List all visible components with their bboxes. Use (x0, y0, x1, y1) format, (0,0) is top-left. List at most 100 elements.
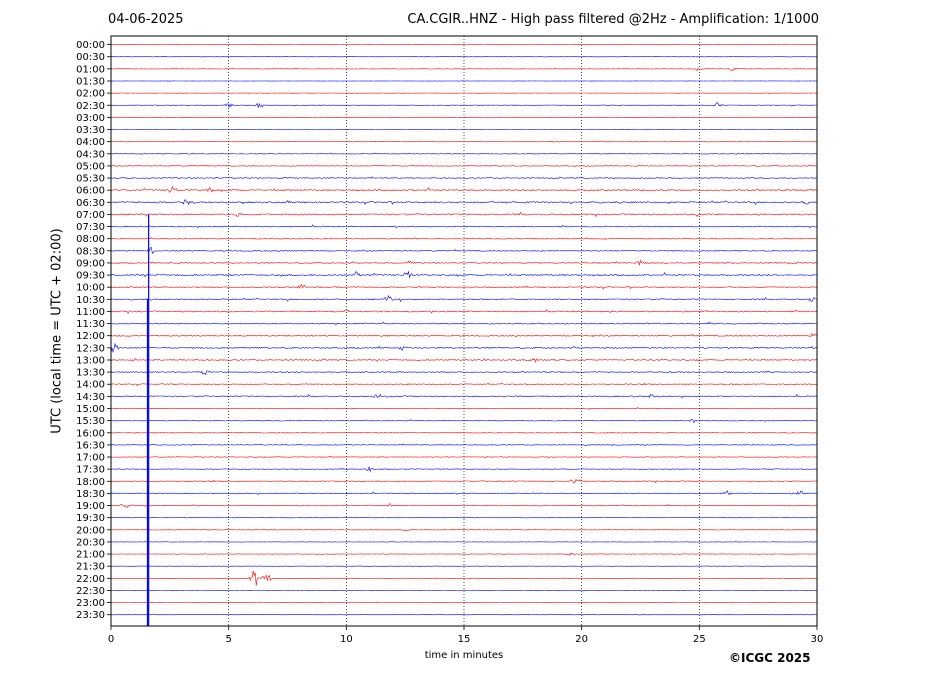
copyright-notice: ©ICGC 2025 (729, 651, 811, 665)
seismic-trace (110, 259, 818, 266)
seismic-trace (110, 455, 818, 459)
seismic-trace (110, 407, 818, 410)
seismic-trace (110, 321, 817, 326)
seismic-trace (110, 342, 818, 354)
x-tick-label: 15 (458, 634, 471, 645)
seismic-trace (110, 570, 817, 586)
x-tick-label: 25 (693, 634, 706, 645)
y-tick-label: 15:00 (76, 404, 105, 415)
y-tick-label: 03:00 (76, 113, 105, 124)
seismic-trace (110, 503, 818, 508)
y-tick-label: 02:30 (76, 101, 105, 112)
seismic-trace (110, 443, 817, 447)
chart-title: CA.CGIR..HNZ - High pass filtered @2Hz -… (407, 12, 819, 27)
seismic-trace (110, 370, 818, 376)
y-tick-label: 21:00 (76, 550, 105, 561)
seismic-trace (110, 102, 817, 109)
y-tick-label: 04:30 (76, 149, 105, 160)
x-tick-label: 10 (340, 634, 353, 645)
seismic-trace (111, 589, 818, 591)
y-tick-label: 09:30 (76, 271, 105, 282)
y-tick-label: 07:30 (76, 222, 105, 233)
seismic-trace (110, 466, 818, 473)
y-tick-label: 04:00 (76, 137, 105, 148)
x-axis-label: time in minutes (424, 650, 504, 661)
y-tick-label: 11:00 (76, 307, 105, 318)
x-tick-label: 30 (811, 634, 824, 645)
seismic-trace (110, 357, 818, 363)
seismic-trace (111, 601, 818, 604)
seismic-trace (110, 236, 818, 241)
seismic-trace (110, 92, 818, 94)
y-tick-label: 14:00 (76, 380, 105, 391)
seismic-trace (110, 489, 818, 496)
seismic-trace (110, 67, 818, 72)
seismic-trace (110, 432, 818, 434)
seismic-trace (111, 128, 818, 131)
seismic-trace (110, 517, 818, 519)
seismic-trace (110, 308, 818, 315)
seismic-trace (110, 552, 817, 556)
y-tick-label: 16:00 (76, 428, 105, 439)
y-tick-label: 11:30 (76, 319, 105, 330)
x-tick-label: 5 (225, 634, 231, 645)
seismic-trace (110, 419, 818, 424)
y-tick-label: 09:00 (76, 258, 105, 269)
y-tick-label: 06:30 (76, 198, 105, 209)
y-tick-label: 18:00 (76, 477, 105, 488)
seismic-trace (111, 270, 818, 279)
y-tick-label: 19:30 (76, 513, 105, 524)
y-tick-label: 17:30 (76, 465, 105, 476)
y-tick-label: 03:30 (76, 125, 105, 136)
y-tick-label: 07:00 (76, 210, 105, 221)
y-tick-label: 23:00 (76, 598, 105, 609)
y-tick-label: 18:30 (76, 489, 105, 500)
y-tick-label: 20:30 (76, 537, 105, 548)
y-tick-label: 13:00 (76, 355, 105, 366)
seismic-trace (110, 382, 818, 387)
seismic-trace (111, 176, 818, 180)
y-tick-label: 16:30 (76, 440, 105, 451)
seismic-trace (110, 247, 818, 254)
y-tick-label: 12:30 (76, 343, 105, 354)
y-tick-label: 08:00 (76, 234, 105, 245)
seismic-trace (111, 43, 818, 46)
seismic-trace (110, 140, 818, 143)
seismic-trace (110, 332, 818, 338)
seismic-trace (110, 199, 818, 206)
y-tick-label: 15:30 (76, 416, 105, 427)
seismic-trace (110, 294, 818, 303)
y-tick-label: 00:00 (76, 40, 105, 51)
seismic-trace (110, 528, 817, 532)
y-tick-label: 21:30 (76, 562, 105, 573)
y-tick-label: 05:30 (76, 174, 105, 185)
y-tick-label: 01:30 (76, 76, 105, 87)
seismic-trace (111, 152, 818, 155)
y-tick-label: 02:00 (76, 89, 105, 100)
seismic-trace (111, 55, 818, 58)
x-tick-label: 20 (575, 634, 588, 645)
y-tick-label: 08:30 (76, 246, 105, 257)
seismic-trace (110, 393, 818, 399)
x-tick-label: 0 (108, 634, 114, 645)
seismic-trace (110, 224, 818, 229)
seismic-trace (110, 185, 818, 193)
y-tick-label: 12:00 (76, 331, 105, 342)
chart-date: 04-06-2025 (108, 12, 184, 27)
seismic-trace (110, 164, 818, 167)
y-tick-label: 22:00 (76, 574, 105, 585)
y-tick-label: 13:30 (76, 368, 105, 379)
y-tick-label: 10:30 (76, 295, 105, 306)
y-tick-label: 14:30 (76, 392, 105, 403)
seismic-trace (110, 211, 818, 218)
y-tick-label: 06:00 (76, 186, 105, 197)
y-tick-label: 05:00 (76, 161, 105, 172)
y-tick-label: 00:30 (76, 52, 105, 63)
y-tick-label: 20:00 (76, 525, 105, 536)
seismic-trace (110, 478, 818, 484)
y-tick-label: 22:30 (76, 586, 105, 597)
y-tick-label: 10:00 (76, 283, 105, 294)
y-tick-label: 23:30 (76, 610, 105, 621)
y-tick-label: 17:00 (76, 453, 105, 464)
